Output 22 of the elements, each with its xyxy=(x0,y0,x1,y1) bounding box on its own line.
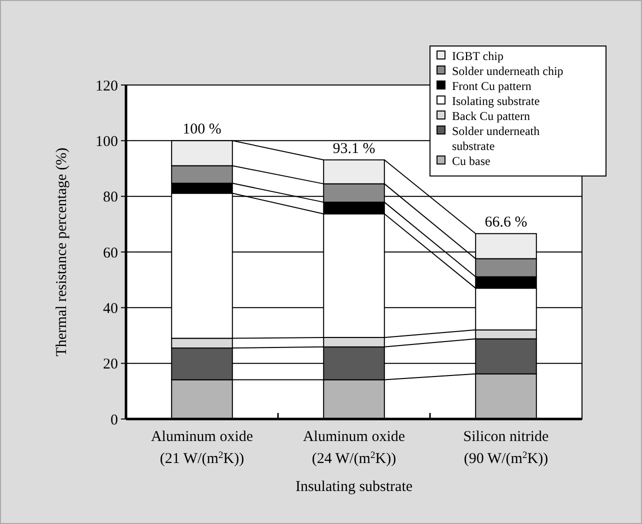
legend-label: Front Cu pattern xyxy=(452,79,532,93)
y-tick-label: 100 xyxy=(96,134,118,150)
x-tick-label: Aluminum oxide (24 W/(m$^{2}$K)) xyxy=(302,429,406,467)
y-axis-title: Thermal resistance percentage (%) xyxy=(54,148,70,356)
x-tick-label: Silicon nitride (90 W/(m$^{2}$K)) xyxy=(463,429,550,467)
legend-label: Isolating substrate xyxy=(452,94,540,108)
y-tick-label: 0 xyxy=(110,412,118,428)
y-tick-label: 20 xyxy=(103,356,118,373)
legend-label: IGBT chip xyxy=(452,49,504,63)
total-label: 100 % xyxy=(182,122,222,138)
legend-label: Solder underneath chip xyxy=(452,64,564,78)
y-tick-label: 120 xyxy=(96,78,118,94)
y-tick-label: 40 xyxy=(103,300,118,317)
legend-label: Solder underneath substrate xyxy=(452,124,540,153)
legend-label: Back Cu pattern xyxy=(452,109,530,123)
y-tick-label: 60 xyxy=(103,245,118,262)
y-tick-label: 80 xyxy=(103,190,118,206)
total-label: 93.1 % xyxy=(332,140,376,157)
x-tick-label: Aluminum oxide (21 W/(m$^{2}$K)) xyxy=(150,429,254,467)
x-axis-title: Insulating substrate xyxy=(295,479,413,495)
legend-label: Cu base xyxy=(452,154,490,168)
total-label: 66.6 % xyxy=(484,214,528,231)
